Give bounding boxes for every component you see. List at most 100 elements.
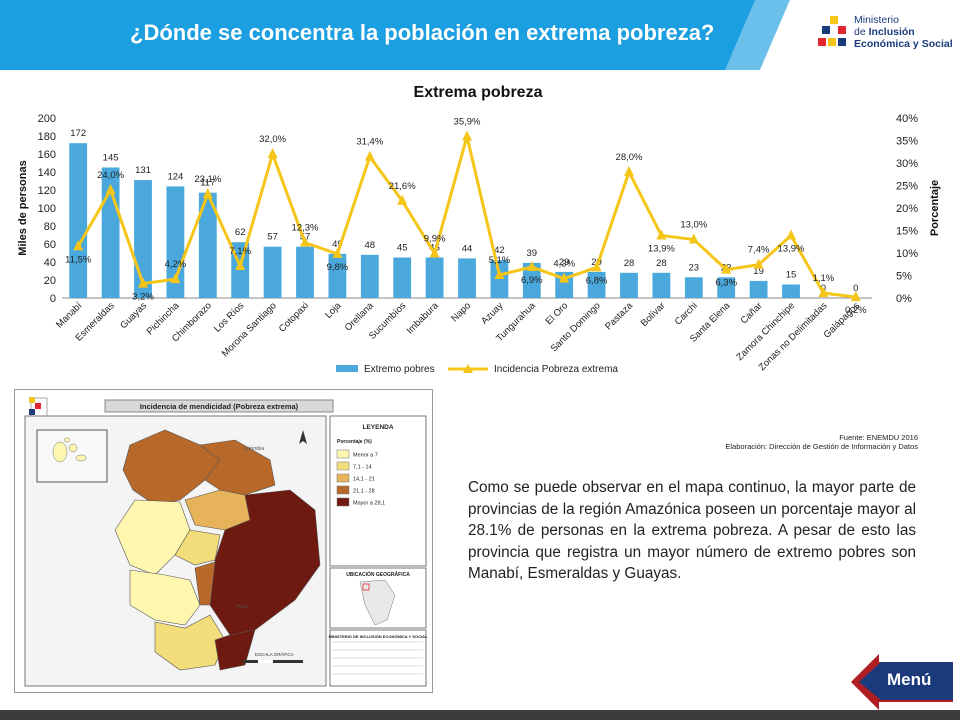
elaboration-line: Elaboración: Dirección de Gestión de Inf… <box>725 442 918 451</box>
category-label: Loja <box>323 300 344 321</box>
legend-swatch <box>336 485 350 495</box>
line-value-label: 35,9% <box>454 116 481 127</box>
page-title: ¿Dónde se concentra la población en extr… <box>130 20 715 45</box>
bar <box>782 284 800 298</box>
line-value-label: 12,3% <box>292 223 319 234</box>
bar <box>263 246 282 298</box>
bar-value-label: 28 <box>624 258 635 269</box>
bar-value-label: 42 <box>494 245 505 256</box>
y2-tick-label: 40% <box>896 113 918 125</box>
y2-tick-label: 20% <box>896 203 918 215</box>
line-point <box>267 148 278 158</box>
line-value-label: 6,9% <box>521 275 543 286</box>
bar <box>652 272 671 298</box>
bar-value-label: 45 <box>397 243 408 254</box>
legend-line-label: Incidencia Pobreza extrema <box>494 364 618 375</box>
header-banner: ¿Dónde se concentra la población en extr… <box>0 0 960 70</box>
line-point <box>818 287 829 298</box>
legend-item-label: Mayor a 28,1 <box>353 501 385 507</box>
y-tick-label: 40 <box>44 257 56 269</box>
ministry-name: Ministerio de Inclusión Económica y Soci… <box>854 14 953 50</box>
location-title: UBICACIÓN GEOGRÁFICA <box>346 570 410 578</box>
line-value-label: 9,8% <box>327 262 349 273</box>
line-point <box>170 273 181 284</box>
legend-swatch <box>336 461 350 471</box>
bar <box>425 257 444 298</box>
category-label: Cotopaxi <box>277 300 311 334</box>
ministry-logo-icon <box>818 16 846 46</box>
y-axis-label: Miles de personas <box>17 160 29 255</box>
source-line: Fuente: ENEMDU 2016 <box>839 433 918 442</box>
line-point <box>300 236 310 247</box>
line-value-label: 5,1% <box>489 255 511 266</box>
line-value-label: 3,2% <box>132 292 154 303</box>
line-point <box>332 247 343 258</box>
category-label: El Oro <box>543 300 570 327</box>
banner-shape <box>0 0 960 70</box>
line-point <box>429 247 440 258</box>
line-point <box>721 263 732 274</box>
line-value-label: 28,0% <box>616 152 643 163</box>
legend-item-label: 14,1 - 21 <box>353 477 375 483</box>
category-label: Pastaza <box>603 300 636 333</box>
bar-value-label: 29 <box>559 257 570 268</box>
line-value-label: 4,2% <box>165 259 187 270</box>
line-point <box>397 194 408 205</box>
y-tick-label: 120 <box>38 185 56 197</box>
bar-value-label: 57 <box>267 232 278 243</box>
line-point <box>202 188 213 199</box>
logo-line-2: de Inclusión <box>854 26 915 38</box>
y-tick-label: 80 <box>44 221 56 233</box>
scale-label: ESCALA GRÁFICA <box>255 651 294 657</box>
bar-value-label: 19 <box>753 266 764 277</box>
category-label: Napo <box>449 300 473 324</box>
bar <box>458 258 476 298</box>
bar <box>490 260 509 298</box>
line-point <box>850 291 861 302</box>
line-point <box>624 166 634 176</box>
legend-title: LEYENDA <box>362 424 393 431</box>
y2-axis-label: Porcentaje <box>929 180 941 236</box>
y2-tick-label: 10% <box>896 248 918 260</box>
line-value-label: 21,6% <box>389 181 416 192</box>
legend-bar-label: Extremo pobres <box>364 364 435 375</box>
category-label: Carchi <box>673 300 700 327</box>
line-point <box>753 258 764 269</box>
line-point <box>105 184 116 194</box>
menu-button[interactable]: Menú <box>851 654 953 710</box>
y2-tick-label: 35% <box>896 136 918 148</box>
bar <box>684 277 703 298</box>
neighbor-label-peru: Perú <box>237 604 248 610</box>
y-tick-label: 180 <box>38 131 56 143</box>
bar <box>198 192 217 298</box>
y-tick-label: 0 <box>50 293 56 305</box>
line-point <box>559 272 570 283</box>
line-point <box>138 277 148 288</box>
bar <box>587 271 606 298</box>
category-label: Imbabura <box>405 300 442 337</box>
line-point <box>235 260 246 271</box>
line-point <box>656 229 667 240</box>
y-tick-label: 20 <box>44 275 56 287</box>
legend-item-label: Menor a 7 <box>353 453 378 459</box>
menu-label: Menú <box>887 670 932 689</box>
category-label: Bolívar <box>639 300 668 329</box>
y-tick-label: 60 <box>44 239 56 251</box>
bar <box>360 254 379 298</box>
source-note: Fuente: ENEMDU 2016 Elaboración: Direcci… <box>620 433 918 451</box>
bar-value-label: 15 <box>786 270 797 281</box>
line-point <box>786 229 796 240</box>
category-label: Zamora Chinchipe <box>734 300 797 363</box>
y2-tick-label: 0% <box>896 293 912 305</box>
line-value-label: 4,3% <box>553 259 575 270</box>
logo-line-1: Ministerio <box>854 14 899 26</box>
category-label: Cañar <box>739 300 765 326</box>
extreme-poverty-chart: Extrema pobreza 0 20 40 60 80 100 120 140 160 180 2… <box>0 74 960 384</box>
chart-svg: Extrema pobreza 0 20 40 60 80 100 120 140 160 180 2… <box>17 84 941 375</box>
y2-tick-label: 25% <box>896 181 918 193</box>
line-value-label: 7,4% <box>748 245 770 256</box>
bar-value-label: 62 <box>235 227 246 238</box>
legend-swatch <box>336 497 350 507</box>
bar-value-label: 172 <box>70 128 86 139</box>
line-value-label: 1,1% <box>813 273 835 284</box>
